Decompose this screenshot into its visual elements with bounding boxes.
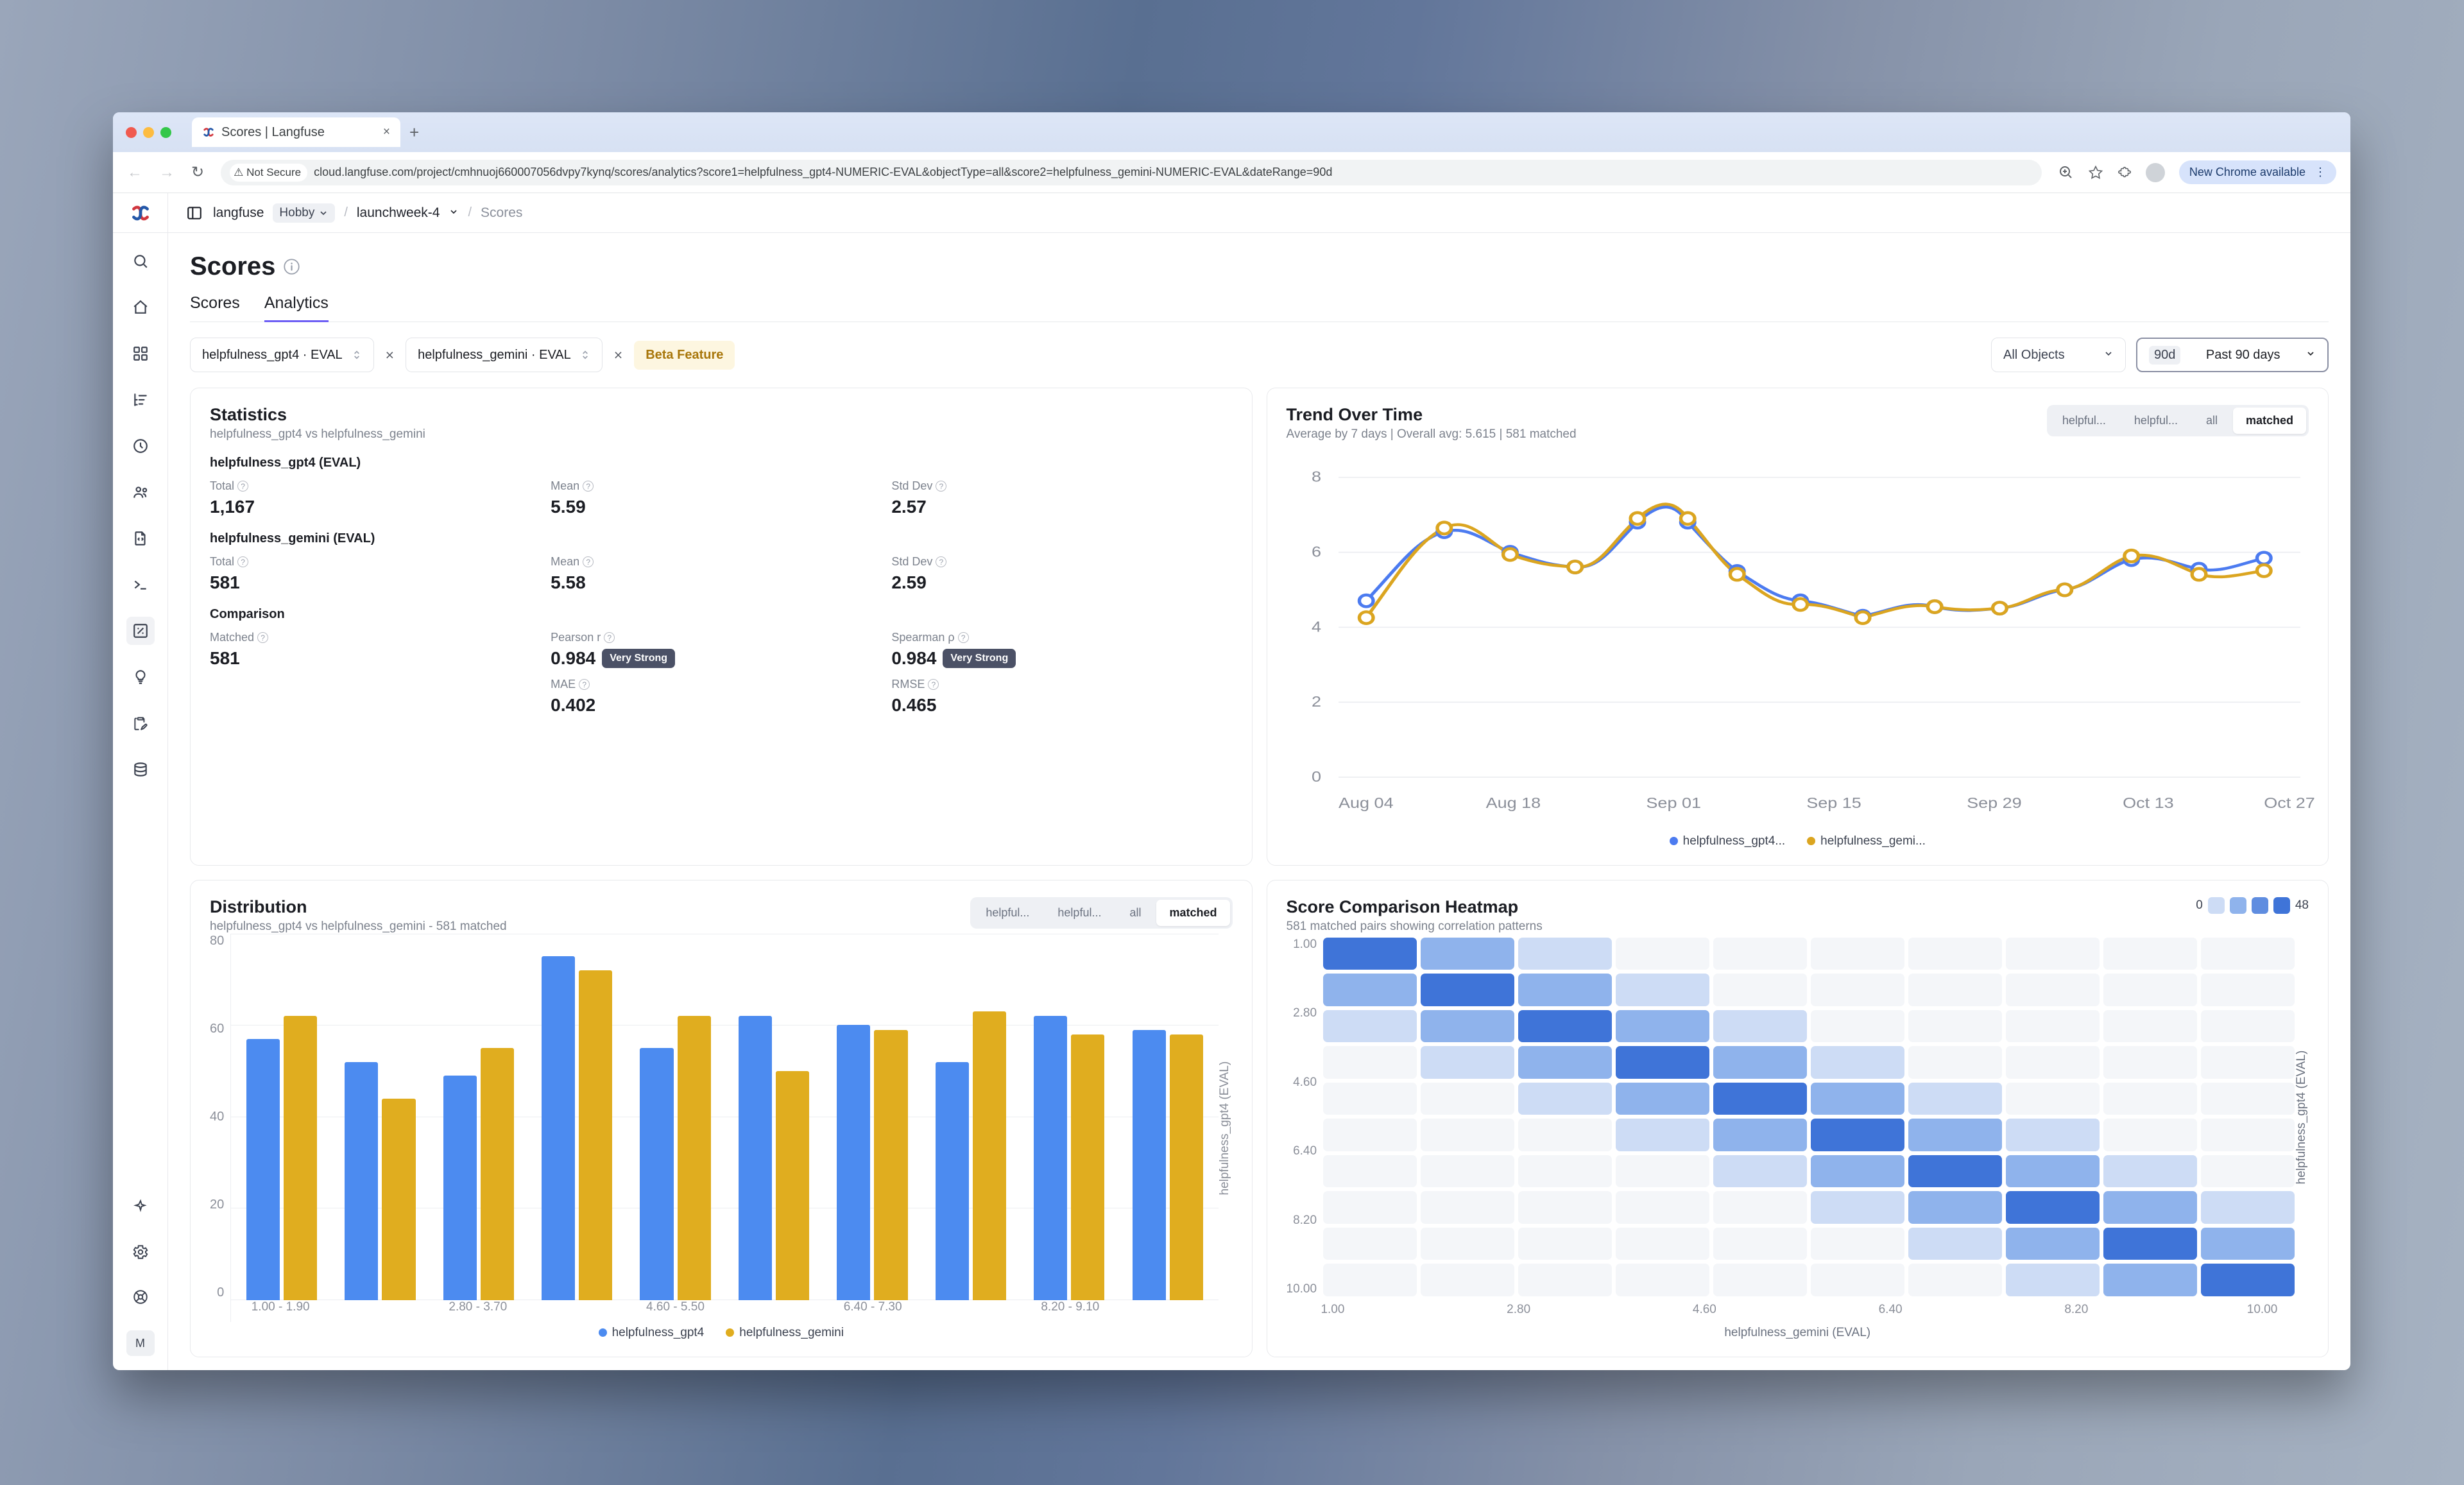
svg-text:0: 0 <box>1312 769 1321 785</box>
svg-text:4: 4 <box>1312 619 1321 635</box>
svg-text:Aug 18: Aug 18 <box>1485 795 1541 812</box>
svg-text:8: 8 <box>1312 469 1321 486</box>
svg-text:6: 6 <box>1312 544 1321 560</box>
svg-text:2: 2 <box>1312 694 1321 710</box>
svg-text:Oct 27: Oct 27 <box>2264 795 2315 812</box>
svg-text:Oct 13: Oct 13 <box>2123 795 2174 812</box>
svg-text:Sep 01: Sep 01 <box>1646 795 1701 812</box>
svg-text:Sep 29: Sep 29 <box>1967 795 2022 812</box>
svg-text:Sep 15: Sep 15 <box>1806 795 1861 812</box>
svg-text:Aug 04: Aug 04 <box>1339 795 1394 812</box>
